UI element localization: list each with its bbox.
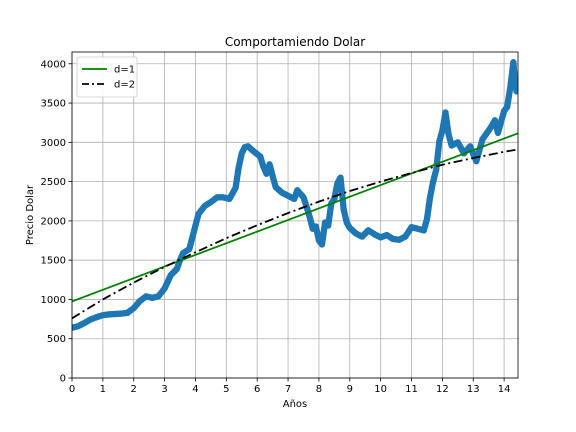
y-tick-label: 3500 xyxy=(41,99,66,110)
x-tick-label: 9 xyxy=(347,384,353,395)
plot-area: 0 1 2 3 4 5 6 7 8 9 10 11 12 13 1405001000150020002500… xyxy=(41,51,519,395)
y-tick-label: 4000 xyxy=(41,59,66,70)
grid xyxy=(71,52,518,379)
x-tick-label: 4 xyxy=(192,384,198,395)
x-tick-label: 7 xyxy=(285,384,291,395)
ticks: 0 1 2 3 4 5 6 7 8 9 10 11 12 13 1405001000150020002500… xyxy=(41,59,511,395)
x-tick-label: 1 xyxy=(100,384,106,395)
scatter-point xyxy=(514,84,518,91)
axes-frame xyxy=(71,51,519,379)
scatter-series xyxy=(72,59,518,331)
x-tick-label: 14 xyxy=(498,384,511,395)
x-tick-label: 11 xyxy=(405,384,418,395)
y-tick-label: 2500 xyxy=(41,177,66,188)
x-tick-label: 2 xyxy=(131,384,137,395)
y-tick-label: 0 xyxy=(60,374,66,385)
y-tick-label: 3000 xyxy=(41,138,66,149)
line-series-d=1 xyxy=(72,132,518,303)
x-tick-label: 8 xyxy=(316,384,322,395)
y-axis-label: Precio Dolar xyxy=(25,184,36,245)
y-tick-label: 1000 xyxy=(41,295,66,306)
x-tick-label: 0 xyxy=(69,384,75,395)
y-tick-label: 500 xyxy=(47,334,66,345)
data-layer xyxy=(72,59,518,331)
x-tick-label: 13 xyxy=(467,384,480,395)
chart-title: Comportamiendo Dolar xyxy=(225,35,365,49)
y-tick-label: 2000 xyxy=(41,216,66,227)
x-tick-label: 12 xyxy=(436,384,449,395)
legend: d=1d=2 xyxy=(76,56,138,98)
legend-label-d=2: d=2 xyxy=(114,80,135,91)
y-tick-label: 1500 xyxy=(41,256,66,267)
x-axis-label: Años xyxy=(283,399,308,410)
legend-box xyxy=(76,56,138,98)
x-tick-label: 10 xyxy=(374,384,387,395)
legend-label-d=1: d=1 xyxy=(114,65,135,76)
line-series-d=2 xyxy=(72,148,518,320)
x-tick-label: 3 xyxy=(161,384,167,395)
x-tick-label: 5 xyxy=(223,384,229,395)
x-tick-label: 6 xyxy=(254,384,260,395)
